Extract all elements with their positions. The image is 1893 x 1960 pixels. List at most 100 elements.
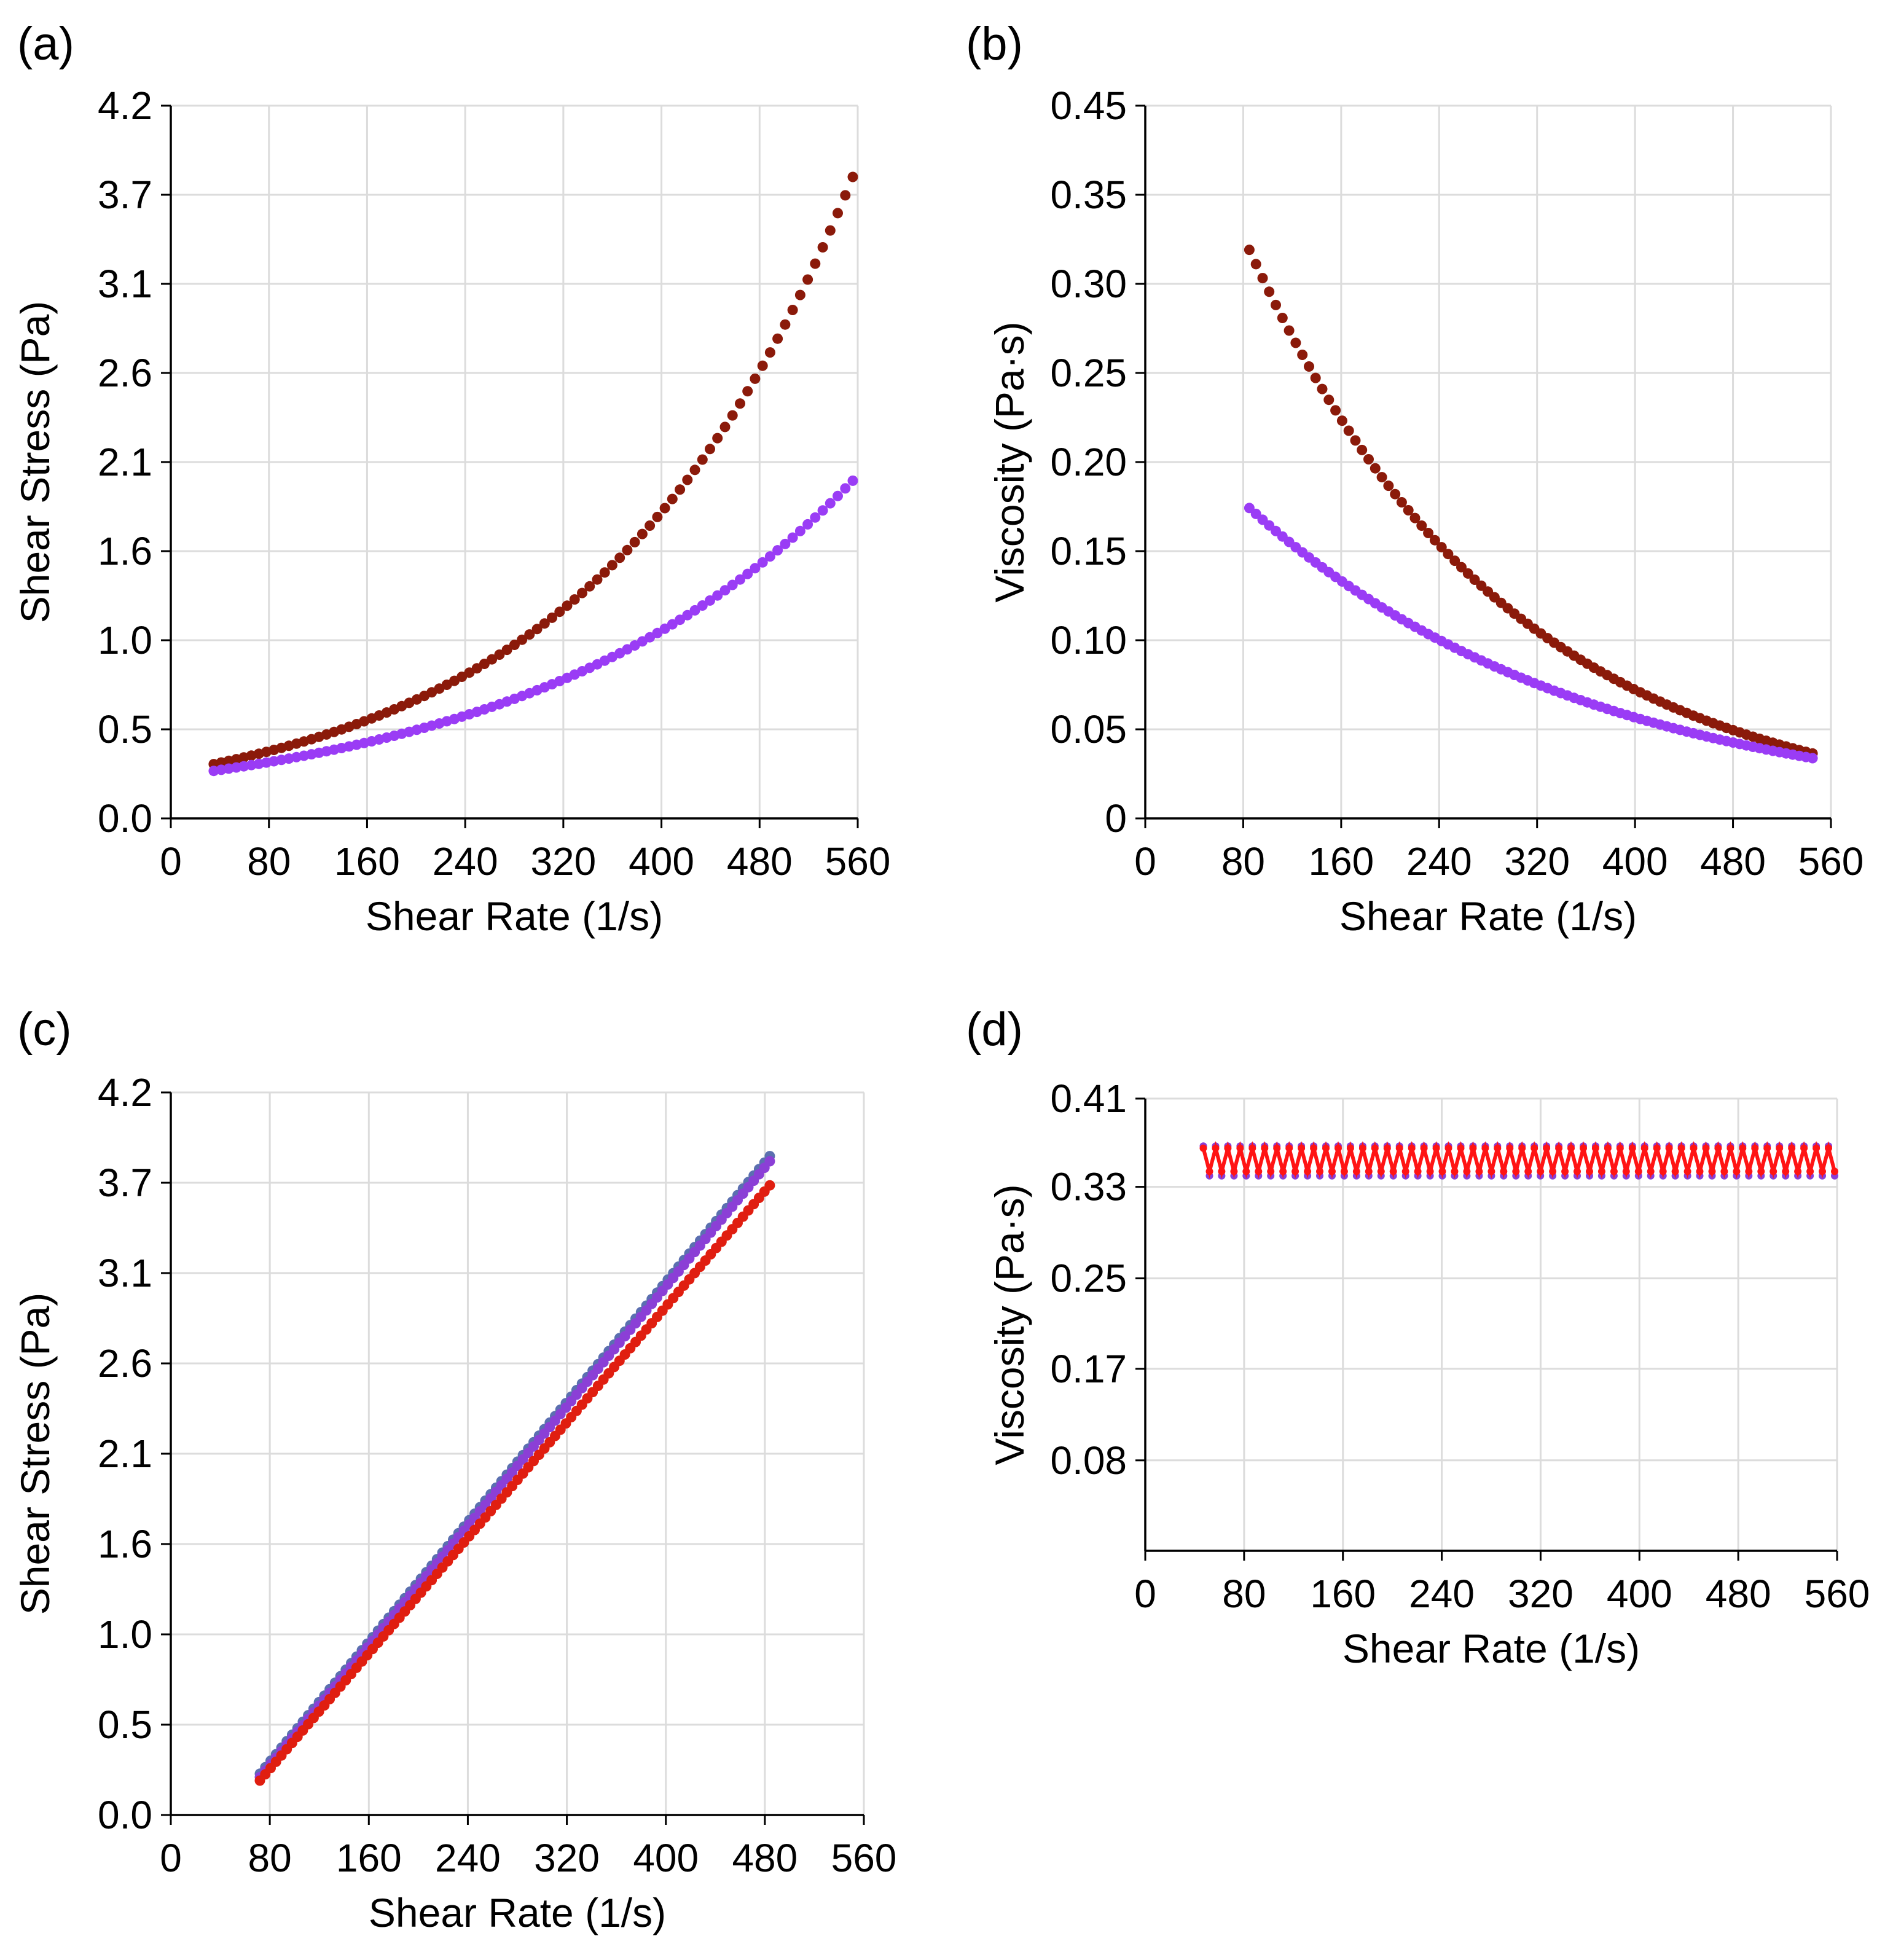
- data-point: [1257, 273, 1268, 284]
- data-point: [1456, 562, 1467, 573]
- data-point: [1420, 1144, 1428, 1152]
- data-point: [847, 475, 858, 486]
- data-point: [1423, 528, 1434, 538]
- data-point: [1224, 1144, 1232, 1152]
- data-point: [1426, 1167, 1434, 1175]
- chart-panel-d: 0 80 160 240 320 400 480 560 0.08 0.17 0.25 0.33 0.4…: [987, 1076, 1870, 1671]
- series-0: [1244, 245, 1818, 759]
- data-point: [675, 614, 686, 625]
- data-point: [1475, 1167, 1483, 1175]
- data-point: [742, 386, 753, 397]
- data-point: [1653, 1144, 1661, 1152]
- data-point: [1316, 1167, 1323, 1175]
- x-tick-label: 160: [336, 1836, 402, 1880]
- x-tick-label: 400: [629, 839, 694, 884]
- data-point: [727, 579, 738, 590]
- x-axis-label: Shear Rate (1/s): [1339, 893, 1637, 939]
- y-tick-label: 1.6: [98, 1522, 152, 1566]
- data-point: [1261, 1144, 1269, 1152]
- data-point: [802, 519, 813, 530]
- data-point: [1429, 535, 1440, 546]
- data-point: [1279, 1167, 1287, 1175]
- data-point: [1714, 1144, 1722, 1152]
- data-point: [1574, 1167, 1581, 1175]
- data-point: [1518, 1144, 1526, 1152]
- y-axis-label: Viscosity (Pa·s): [987, 1184, 1032, 1465]
- data-point: [1733, 1167, 1741, 1175]
- data-point: [840, 190, 851, 201]
- x-tick-label: 160: [1310, 1572, 1376, 1616]
- data-point: [509, 640, 520, 650]
- series-2: [254, 1180, 775, 1786]
- y-tick-label: 2.1: [98, 440, 152, 484]
- data-point: [735, 398, 745, 409]
- data-point: [539, 618, 550, 629]
- data-point: [727, 410, 738, 421]
- data-point: [1537, 1167, 1545, 1175]
- data-point: [562, 600, 573, 611]
- data-point: [1463, 1167, 1471, 1175]
- y-tick-label: 0.0: [98, 1793, 152, 1837]
- data-point: [1328, 1167, 1336, 1175]
- x-tick-label: 560: [1805, 1572, 1870, 1616]
- data-point: [1390, 488, 1401, 500]
- data-point: [750, 373, 761, 384]
- data-point: [1290, 337, 1301, 348]
- data-point: [772, 333, 783, 344]
- data-point: [810, 258, 821, 269]
- data-point: [735, 574, 745, 585]
- data-point: [1330, 405, 1341, 416]
- y-tick-label: 0.35: [1050, 173, 1127, 217]
- data-point: [1377, 1167, 1385, 1175]
- y-tick-label: 0.30: [1050, 262, 1127, 306]
- data-point: [833, 208, 843, 219]
- data-point: [592, 574, 603, 585]
- x-tick-label: 240: [435, 1836, 501, 1880]
- data-point: [682, 474, 693, 485]
- data-point: [757, 557, 768, 568]
- data-point: [1383, 480, 1394, 492]
- data-point: [569, 594, 580, 605]
- data-point: [1250, 259, 1261, 270]
- data-point: [524, 629, 535, 640]
- data-point: [1346, 1144, 1354, 1152]
- data-point: [794, 525, 805, 536]
- data-point: [1389, 1167, 1397, 1175]
- data-point: [1443, 549, 1454, 560]
- data-point: [1414, 1167, 1422, 1175]
- data-point: [1622, 1167, 1630, 1175]
- data-point: [697, 600, 708, 611]
- data-point: [1469, 574, 1480, 585]
- x-tick-label: 80: [247, 839, 291, 884]
- data-point: [494, 649, 505, 660]
- y-tick-label: 1.0: [98, 618, 152, 662]
- data-point: [1506, 1144, 1514, 1152]
- data-point: [1726, 1144, 1734, 1152]
- data-point: [1310, 1144, 1318, 1152]
- data-point: [1408, 1144, 1416, 1152]
- data-point: [1218, 1167, 1226, 1175]
- data-point: [697, 454, 708, 465]
- data-point: [1409, 512, 1421, 523]
- data-point: [1487, 1167, 1495, 1175]
- data-point: [1683, 1167, 1691, 1175]
- data-point: [1659, 1167, 1667, 1175]
- data-point: [652, 511, 663, 522]
- x-tick-label: 400: [633, 1836, 699, 1880]
- data-point: [719, 421, 731, 433]
- data-point: [1512, 1167, 1520, 1175]
- data-point: [1567, 1144, 1575, 1152]
- data-point: [847, 171, 858, 182]
- panel-label-b: (b): [966, 18, 1023, 70]
- data-point: [531, 624, 543, 635]
- y-tick-label: 0.05: [1050, 707, 1127, 751]
- data-point: [712, 590, 723, 601]
- data-point: [1561, 1167, 1569, 1175]
- y-axis-label: Shear Stress (Pa): [12, 301, 58, 624]
- data-point: [1323, 394, 1335, 406]
- data-point: [1285, 1144, 1293, 1152]
- data-point: [1277, 313, 1288, 323]
- data-point: [517, 634, 528, 645]
